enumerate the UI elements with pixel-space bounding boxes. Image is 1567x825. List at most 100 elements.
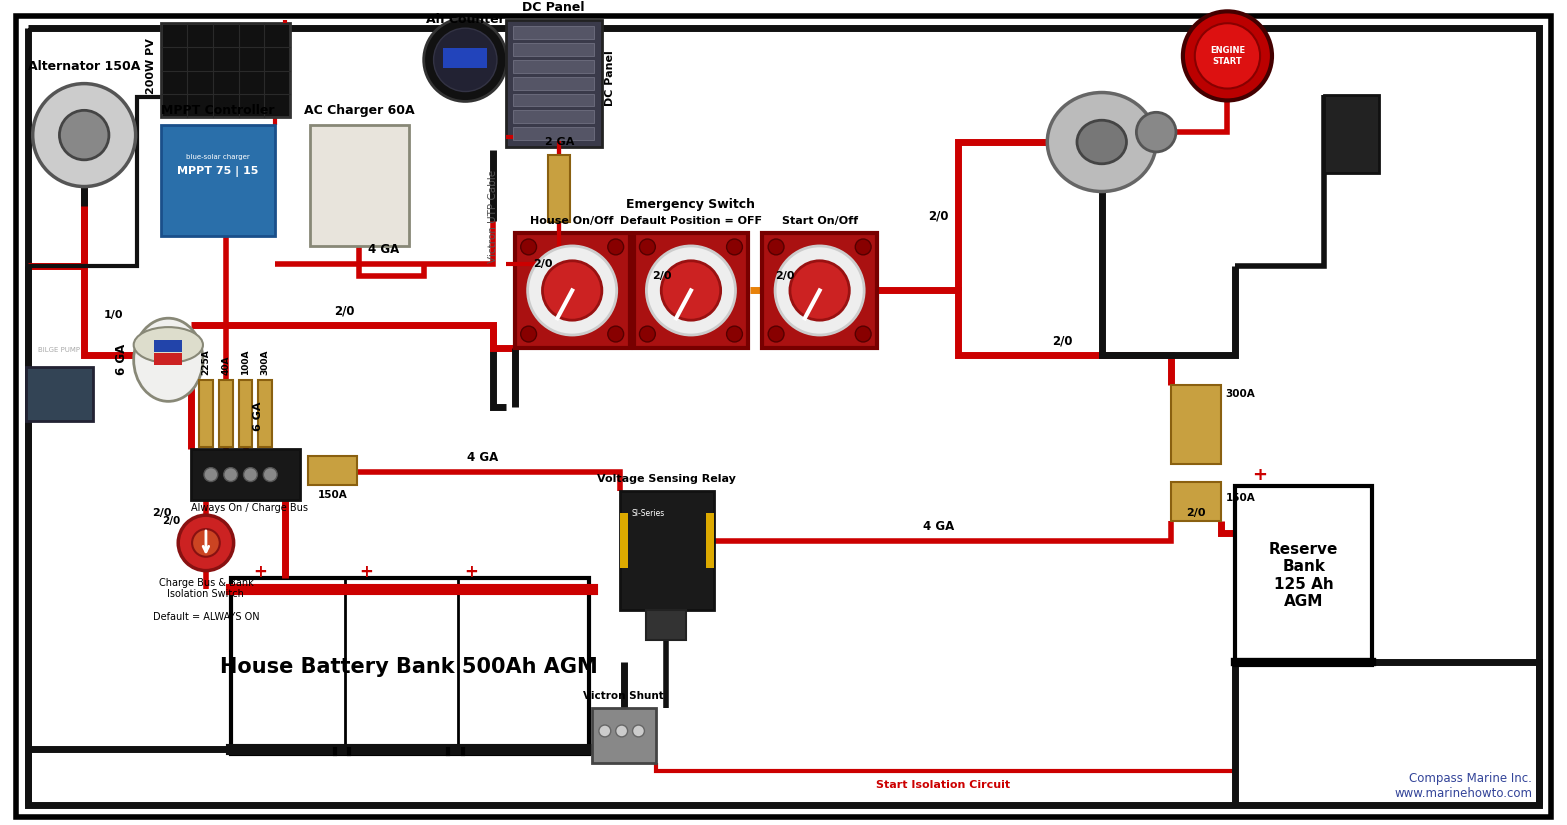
Text: DC Panel: DC Panel (522, 2, 584, 14)
FancyBboxPatch shape (512, 127, 594, 140)
Text: 2/0: 2/0 (334, 304, 354, 317)
Ellipse shape (133, 327, 204, 363)
Text: 1/0: 1/0 (103, 310, 124, 320)
Text: Start Isolation Circuit: Start Isolation Circuit (876, 780, 1011, 790)
Text: 200W PV: 200W PV (146, 38, 157, 94)
Text: 6 GA: 6 GA (254, 402, 263, 431)
Text: 6 GA: 6 GA (116, 344, 128, 375)
FancyBboxPatch shape (155, 340, 182, 351)
Text: +: + (254, 563, 268, 581)
FancyBboxPatch shape (647, 610, 686, 640)
FancyBboxPatch shape (191, 449, 299, 500)
Ellipse shape (856, 239, 871, 255)
Text: 2/0: 2/0 (652, 271, 672, 281)
Ellipse shape (608, 326, 624, 342)
Text: BILGE PUMP: BILGE PUMP (39, 346, 80, 353)
Ellipse shape (1183, 12, 1272, 101)
FancyBboxPatch shape (230, 578, 589, 754)
Text: 2/0: 2/0 (533, 259, 552, 269)
Ellipse shape (434, 28, 497, 92)
Ellipse shape (1136, 112, 1175, 152)
Ellipse shape (639, 239, 655, 255)
FancyBboxPatch shape (1324, 96, 1379, 172)
FancyBboxPatch shape (25, 366, 92, 421)
FancyBboxPatch shape (161, 23, 290, 117)
Ellipse shape (520, 239, 536, 255)
Ellipse shape (33, 83, 136, 186)
Text: Ah Counter: Ah Counter (426, 13, 505, 26)
FancyBboxPatch shape (512, 93, 594, 106)
Text: DC Panel: DC Panel (605, 50, 614, 106)
FancyBboxPatch shape (259, 380, 273, 447)
Text: Alternator 150A: Alternator 150A (28, 59, 141, 73)
Text: House Battery Bank 500Ah AGM: House Battery Bank 500Ah AGM (219, 657, 597, 676)
Ellipse shape (204, 468, 218, 482)
Text: blue-solar charger: blue-solar charger (186, 153, 249, 160)
Ellipse shape (179, 515, 233, 571)
FancyBboxPatch shape (199, 380, 213, 447)
FancyBboxPatch shape (307, 455, 357, 485)
Text: 2/0: 2/0 (1186, 508, 1205, 518)
Ellipse shape (599, 725, 611, 737)
Text: Always On / Charge Bus: Always On / Charge Bus (191, 503, 309, 513)
Ellipse shape (528, 246, 617, 335)
Ellipse shape (661, 261, 721, 320)
Text: 2 GA: 2 GA (545, 137, 574, 147)
Ellipse shape (520, 326, 536, 342)
Text: Start On/Off: Start On/Off (782, 216, 857, 226)
FancyBboxPatch shape (512, 111, 594, 123)
Ellipse shape (776, 246, 863, 335)
Ellipse shape (193, 529, 219, 557)
Text: +: + (464, 563, 478, 581)
Text: 2/0: 2/0 (928, 210, 948, 223)
Ellipse shape (542, 261, 602, 320)
Text: +: + (1252, 465, 1268, 483)
Ellipse shape (790, 261, 849, 320)
Text: House On/Off: House On/Off (530, 216, 614, 226)
Ellipse shape (608, 239, 624, 255)
Ellipse shape (1047, 92, 1156, 191)
Ellipse shape (1194, 23, 1260, 88)
FancyBboxPatch shape (512, 26, 594, 39)
Ellipse shape (727, 326, 743, 342)
FancyBboxPatch shape (238, 380, 252, 447)
Text: 2/0: 2/0 (161, 516, 180, 526)
FancyBboxPatch shape (633, 233, 749, 348)
Text: 150A: 150A (318, 490, 348, 501)
FancyBboxPatch shape (310, 125, 409, 246)
FancyBboxPatch shape (1171, 384, 1221, 464)
Text: 2/0: 2/0 (1051, 335, 1072, 348)
Text: ENGINE
START: ENGINE START (1210, 46, 1246, 66)
Text: Default Position = OFF: Default Position = OFF (621, 216, 762, 226)
Text: 2/0: 2/0 (776, 271, 794, 281)
Ellipse shape (768, 239, 784, 255)
Ellipse shape (423, 18, 506, 101)
Ellipse shape (768, 326, 784, 342)
FancyBboxPatch shape (155, 353, 182, 365)
FancyBboxPatch shape (705, 513, 713, 568)
Text: 4 GA: 4 GA (368, 243, 400, 256)
Text: SI-Series: SI-Series (632, 509, 664, 518)
FancyBboxPatch shape (512, 77, 594, 90)
Text: 2/0: 2/0 (152, 508, 171, 518)
Text: MPPT Controller: MPPT Controller (161, 104, 274, 117)
Text: Emergency Switch: Emergency Switch (627, 198, 755, 211)
Text: Victron UTP Cable: Victron UTP Cable (487, 170, 498, 263)
Text: Compass Marine Inc.
www.marinehowto.com: Compass Marine Inc. www.marinehowto.com (1395, 772, 1533, 800)
Ellipse shape (856, 326, 871, 342)
FancyBboxPatch shape (512, 60, 594, 73)
FancyBboxPatch shape (619, 492, 713, 610)
Text: AC Charger 60A: AC Charger 60A (304, 104, 415, 117)
FancyBboxPatch shape (506, 21, 602, 147)
Ellipse shape (133, 318, 204, 401)
Text: 225A: 225A (202, 349, 210, 375)
Ellipse shape (224, 468, 238, 482)
FancyBboxPatch shape (592, 708, 657, 762)
Text: 150A: 150A (1225, 493, 1255, 503)
Ellipse shape (1077, 120, 1127, 164)
Text: 40A: 40A (221, 355, 230, 375)
Ellipse shape (647, 246, 735, 335)
FancyBboxPatch shape (512, 43, 594, 56)
FancyBboxPatch shape (548, 155, 570, 222)
Ellipse shape (616, 725, 628, 737)
